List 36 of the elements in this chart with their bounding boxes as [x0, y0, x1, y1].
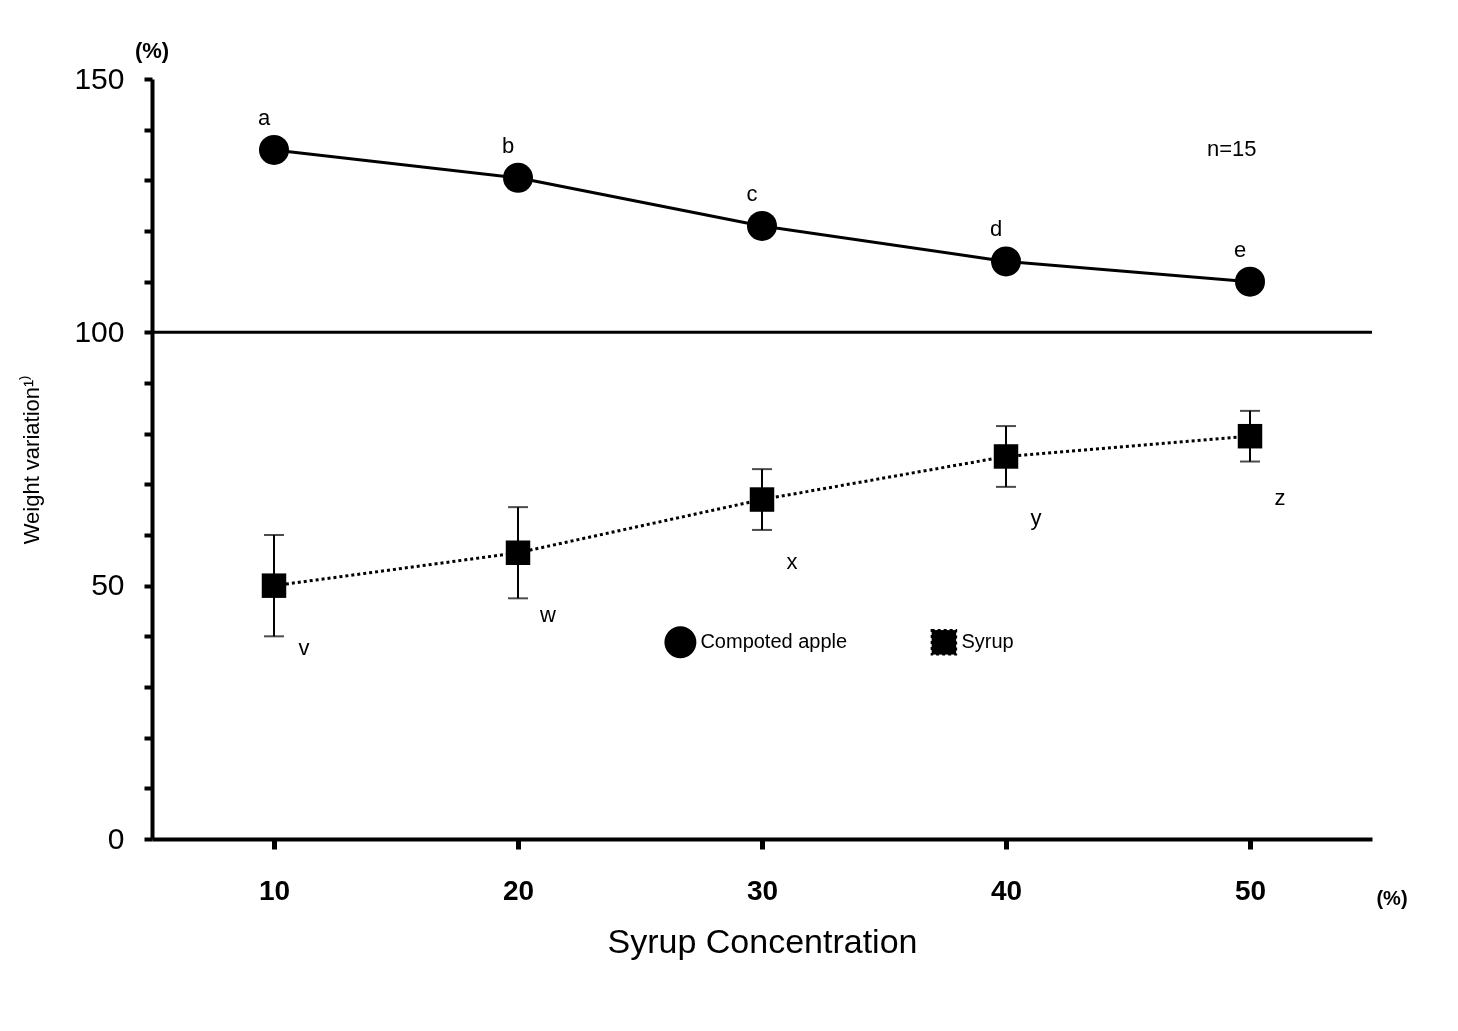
x-tick-label: 10 [258, 874, 291, 906]
annotation: b [501, 132, 515, 158]
annotation: e [1233, 236, 1247, 262]
annotation: y [1030, 505, 1042, 531]
point [749, 487, 775, 512]
point [261, 573, 287, 598]
legend-label: Syrup [961, 630, 1014, 653]
point [991, 246, 1021, 277]
annotation: c [746, 180, 758, 206]
x-tick-label: 30 [746, 874, 779, 906]
point [505, 540, 531, 565]
point [259, 134, 289, 165]
point [1235, 266, 1265, 297]
text: (%) [134, 38, 170, 63]
point [747, 210, 777, 241]
annotation: z [1274, 485, 1286, 511]
y-axis-title: Weight variation¹⁾ [19, 374, 45, 545]
y-tick-label: 100 [74, 314, 125, 348]
annotation: d [989, 216, 1003, 242]
x-tick-label: 40 [990, 874, 1023, 906]
annotation: v [298, 634, 310, 660]
y-tick-label: 0 [107, 821, 125, 855]
y-tick-label: 50 [91, 568, 125, 602]
annotation: w [539, 601, 557, 627]
annotation: n=15 [1206, 136, 1257, 161]
x-tick-label: 20 [502, 874, 535, 906]
point [993, 444, 1019, 469]
point [503, 162, 533, 193]
point [1237, 423, 1263, 449]
annotation: x [786, 548, 798, 574]
y-tick-label: 150 [74, 61, 125, 95]
legend-label: Compoted apple [700, 630, 848, 653]
annotation: a [257, 104, 271, 130]
x-axis-title: Syrup Concentration [607, 921, 918, 960]
text: (%) [1376, 887, 1408, 909]
x-tick-label: 50 [1234, 874, 1267, 906]
